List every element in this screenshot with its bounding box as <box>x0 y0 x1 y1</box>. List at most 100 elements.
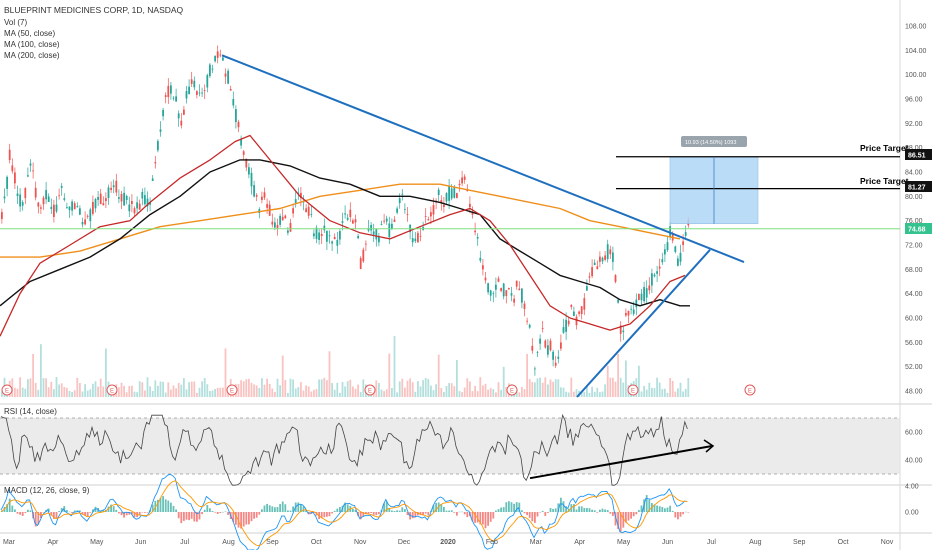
macd-histogram-bar <box>55 512 58 519</box>
macd-histogram-bar <box>185 512 188 520</box>
candle-body <box>19 194 21 207</box>
candle-body <box>588 276 591 278</box>
candle-body <box>565 319 567 332</box>
candle-body <box>289 222 292 232</box>
candle-body <box>99 193 102 205</box>
volume-bar <box>339 392 341 397</box>
volume-bar <box>131 385 133 397</box>
macd-histogram-bar <box>645 495 648 512</box>
candle-body <box>419 235 422 237</box>
time-tick-label: 2020 <box>440 539 456 546</box>
macd-histogram-bar <box>432 505 435 512</box>
earnings-marker-label: E <box>230 389 234 395</box>
candle-body <box>593 262 596 266</box>
price-tick-label: 64.00 <box>905 291 923 298</box>
macd-histogram-bar <box>453 512 456 513</box>
candle-body <box>266 204 268 208</box>
macd-histogram-bar <box>554 508 557 512</box>
macd-histogram-bar <box>378 512 380 515</box>
price-tick-label: 76.00 <box>905 218 923 225</box>
macd-histogram-bar <box>203 509 206 512</box>
price-axis[interactable]: 108.00 104.00 100.00 96.00 92.00 88.00 84.00 80… <box>905 24 927 396</box>
macd-histogram-bar <box>53 512 55 519</box>
candle-body <box>627 310 630 316</box>
volume-bar <box>580 391 583 397</box>
candle-body <box>406 214 409 215</box>
macd-histogram-bar <box>222 511 224 513</box>
candle-body <box>445 193 448 202</box>
volume-bar <box>206 384 209 397</box>
candle-body <box>417 232 419 243</box>
volume-bar <box>609 377 612 397</box>
candle-body <box>263 192 266 198</box>
volume-bar <box>97 386 99 397</box>
macd-histogram-bar <box>183 512 185 521</box>
volume-bar <box>463 387 466 397</box>
rsi-line <box>0 413 688 486</box>
macd-histogram-bar <box>375 512 378 516</box>
volume-bar <box>437 354 440 397</box>
target-price-badge-1 <box>905 149 932 160</box>
candle-body <box>227 70 229 84</box>
candle-body <box>388 223 391 238</box>
volume-bar <box>313 389 315 397</box>
volume-bar <box>612 377 614 397</box>
macd-histogram-bar <box>172 506 175 512</box>
drawn-lines[interactable] <box>0 54 900 398</box>
candle-body <box>443 204 445 208</box>
candle-body <box>448 186 450 201</box>
macd-histogram-bar <box>81 512 84 515</box>
time-tick-label: Dec <box>398 539 411 546</box>
macd-histogram-bar <box>302 506 305 512</box>
volume-bar <box>422 380 424 397</box>
volume-bar <box>466 378 469 397</box>
volume-bar <box>326 380 328 397</box>
price-tick-label: 56.00 <box>905 340 923 347</box>
volume-bar <box>375 380 378 397</box>
macd-histogram-bar <box>565 506 567 512</box>
candle-body <box>385 218 388 222</box>
candle-body <box>250 172 253 187</box>
volume-bar <box>354 388 357 397</box>
macd-histogram-bar <box>276 507 279 512</box>
candle-body <box>237 121 240 128</box>
volume-bar <box>151 391 154 397</box>
earnings-marker-label: E <box>748 389 752 395</box>
volume-bar <box>284 379 287 397</box>
candle-body <box>292 208 294 214</box>
macd-histogram-bar <box>422 512 424 516</box>
candle-body <box>175 96 177 102</box>
macd-histogram-bar <box>560 497 562 512</box>
macd-histogram-bar <box>162 496 164 512</box>
volume-bar <box>138 381 141 397</box>
volume-bar <box>445 386 448 397</box>
candle-body <box>476 237 479 239</box>
macd-histogram-bar <box>92 509 94 512</box>
candle-body <box>27 175 29 177</box>
volume-bar <box>177 382 180 397</box>
candle-body <box>599 256 601 262</box>
candle-body <box>242 151 245 155</box>
volume-bar <box>383 391 385 397</box>
candle-body <box>144 195 146 205</box>
time-axis[interactable]: Mar Apr May Jun Jul Aug Sep Oct Nov Dec 2020 Feb Mar… <box>3 539 894 546</box>
volume-bar <box>201 381 203 397</box>
macd-histogram-bar <box>489 512 492 522</box>
macd-histogram-bar <box>393 511 396 512</box>
candle-body <box>89 209 92 222</box>
legend-vol: Vol (7) <box>4 18 27 27</box>
macd-histogram-bar <box>391 510 393 512</box>
volume-bar <box>497 382 500 397</box>
macd-histogram-bar <box>687 512 690 513</box>
candle-body <box>544 340 547 348</box>
volume-bar <box>523 389 526 397</box>
volume-bar <box>53 389 55 397</box>
macd-histogram-bar <box>640 505 643 512</box>
macd-histogram-bar <box>653 504 656 512</box>
volume-bar <box>47 387 50 397</box>
candle-body <box>531 345 534 351</box>
volume-bar <box>323 377 326 397</box>
candle-body <box>450 188 453 199</box>
